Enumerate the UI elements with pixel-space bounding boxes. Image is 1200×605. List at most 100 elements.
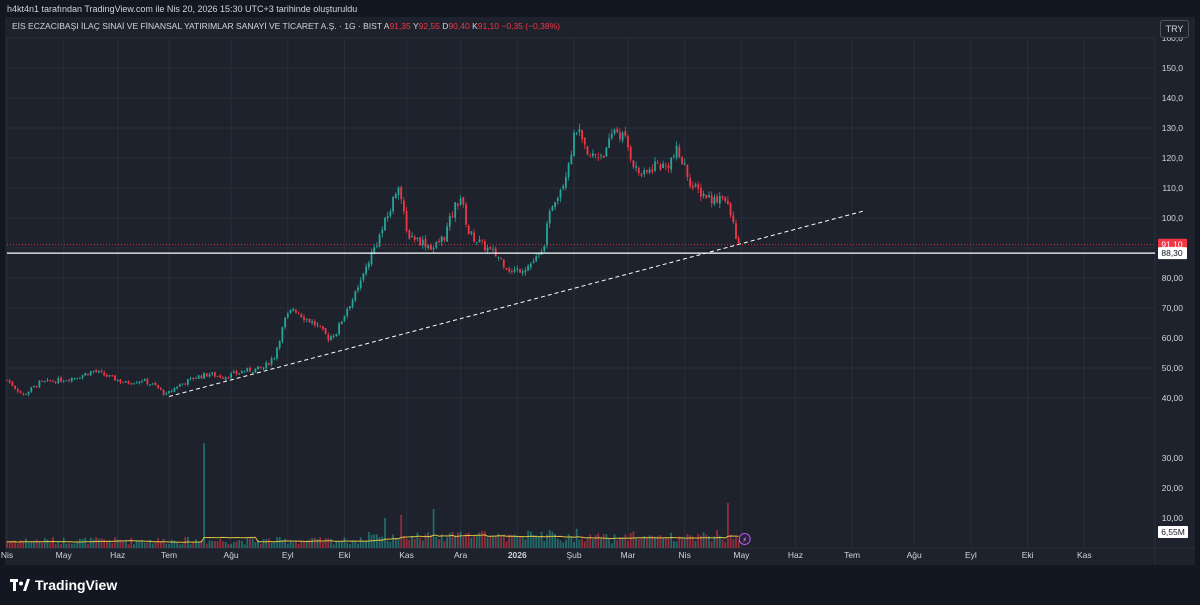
volume-bar <box>643 535 646 548</box>
volume-bar <box>265 539 268 548</box>
volume-bar <box>540 531 543 548</box>
volume-bar <box>586 537 589 548</box>
candle-body <box>613 129 616 134</box>
candle-body <box>686 164 689 177</box>
volume-bar <box>68 543 70 548</box>
candle-body <box>205 373 208 377</box>
candle-body <box>400 186 403 200</box>
volume-bar <box>214 541 216 548</box>
candle-body <box>178 384 181 387</box>
candle-body <box>635 166 637 169</box>
volume-bar <box>565 539 567 548</box>
candle-body <box>710 195 713 204</box>
candle-body <box>473 232 475 242</box>
candle-body <box>25 394 27 395</box>
volume-bar <box>305 540 308 548</box>
candle-body <box>481 239 484 241</box>
candle-body <box>408 230 411 239</box>
volume-bar <box>87 544 89 548</box>
volume-bar <box>273 541 276 548</box>
candle-body <box>87 373 89 376</box>
volume-bar <box>443 541 446 548</box>
volume-bar <box>589 534 592 548</box>
candle-body <box>273 357 276 359</box>
volume-bar <box>259 543 262 548</box>
volume-bar <box>724 542 727 548</box>
candle-body <box>721 195 724 198</box>
volume-bar <box>143 542 146 548</box>
time-axis-label: 2026 <box>508 550 527 560</box>
tradingview-brand[interactable]: TradingView <box>10 577 117 593</box>
volume-bar <box>475 535 478 548</box>
time-axis-label: Eyl <box>965 550 977 560</box>
volume-bar <box>249 538 251 548</box>
candle-body <box>365 266 367 274</box>
volume-bar <box>651 535 654 548</box>
candle-body <box>95 370 97 373</box>
candle-body <box>189 377 192 379</box>
price-tick-label: 130,0 <box>1162 123 1184 133</box>
currency-button[interactable]: TRY <box>1160 20 1189 38</box>
time-axis-label: Ağu <box>907 550 922 560</box>
price-tick-label: 80,00 <box>1162 273 1184 283</box>
volume-bar <box>70 543 73 548</box>
volume-bar <box>683 537 686 548</box>
candle-body <box>478 239 481 243</box>
candle-body <box>521 271 524 274</box>
volume-bar <box>146 542 149 548</box>
volume-bar <box>621 537 624 548</box>
candle-body <box>111 374 114 376</box>
volume-bar <box>675 541 678 548</box>
volume-bar <box>446 537 448 548</box>
candle-body <box>187 379 189 385</box>
candle-body <box>629 147 632 160</box>
high-label: Y <box>412 21 419 31</box>
candle-body <box>419 237 421 246</box>
volume-bar <box>659 535 662 548</box>
candle-body <box>562 186 565 189</box>
volume-bar <box>419 538 421 548</box>
candle-body <box>151 383 154 385</box>
volume-bar <box>276 537 278 548</box>
candle-body <box>608 138 610 148</box>
candle-body <box>97 371 100 373</box>
candle-body <box>146 378 149 385</box>
candle-body <box>708 195 710 198</box>
candle-body <box>681 157 683 165</box>
open-label: A <box>383 21 390 31</box>
candle-body <box>165 393 168 395</box>
volume-bar <box>581 538 583 548</box>
candle-body <box>313 321 316 326</box>
volume-bar <box>119 539 122 548</box>
volume-bar <box>332 544 335 548</box>
volume-bar <box>297 543 300 548</box>
candle-body <box>535 256 538 262</box>
volume-bar <box>570 536 573 548</box>
candle-body <box>713 197 716 205</box>
volume-bar <box>62 537 65 548</box>
candle-body <box>554 202 556 208</box>
volume-bar <box>635 537 637 548</box>
candle-body <box>254 368 257 373</box>
volume-bar <box>411 536 413 548</box>
candle-body <box>500 258 502 260</box>
candle-body <box>251 371 254 373</box>
candle-body <box>694 184 697 187</box>
volume-bar <box>52 537 54 548</box>
candle-body <box>149 384 151 386</box>
volume-bar <box>322 542 324 548</box>
candle-body <box>659 164 662 170</box>
candle-body <box>286 313 289 318</box>
candle-body <box>89 371 92 376</box>
candle-body <box>505 268 508 270</box>
candle-body <box>359 280 362 289</box>
candle-body <box>335 333 338 336</box>
candle-body <box>443 237 446 241</box>
brand-name: TradingView <box>35 577 118 593</box>
candle-body <box>43 381 46 382</box>
volume-bar <box>648 535 651 548</box>
candle-body <box>184 383 187 385</box>
volume-bar <box>556 538 559 548</box>
volume-bar <box>149 539 151 548</box>
